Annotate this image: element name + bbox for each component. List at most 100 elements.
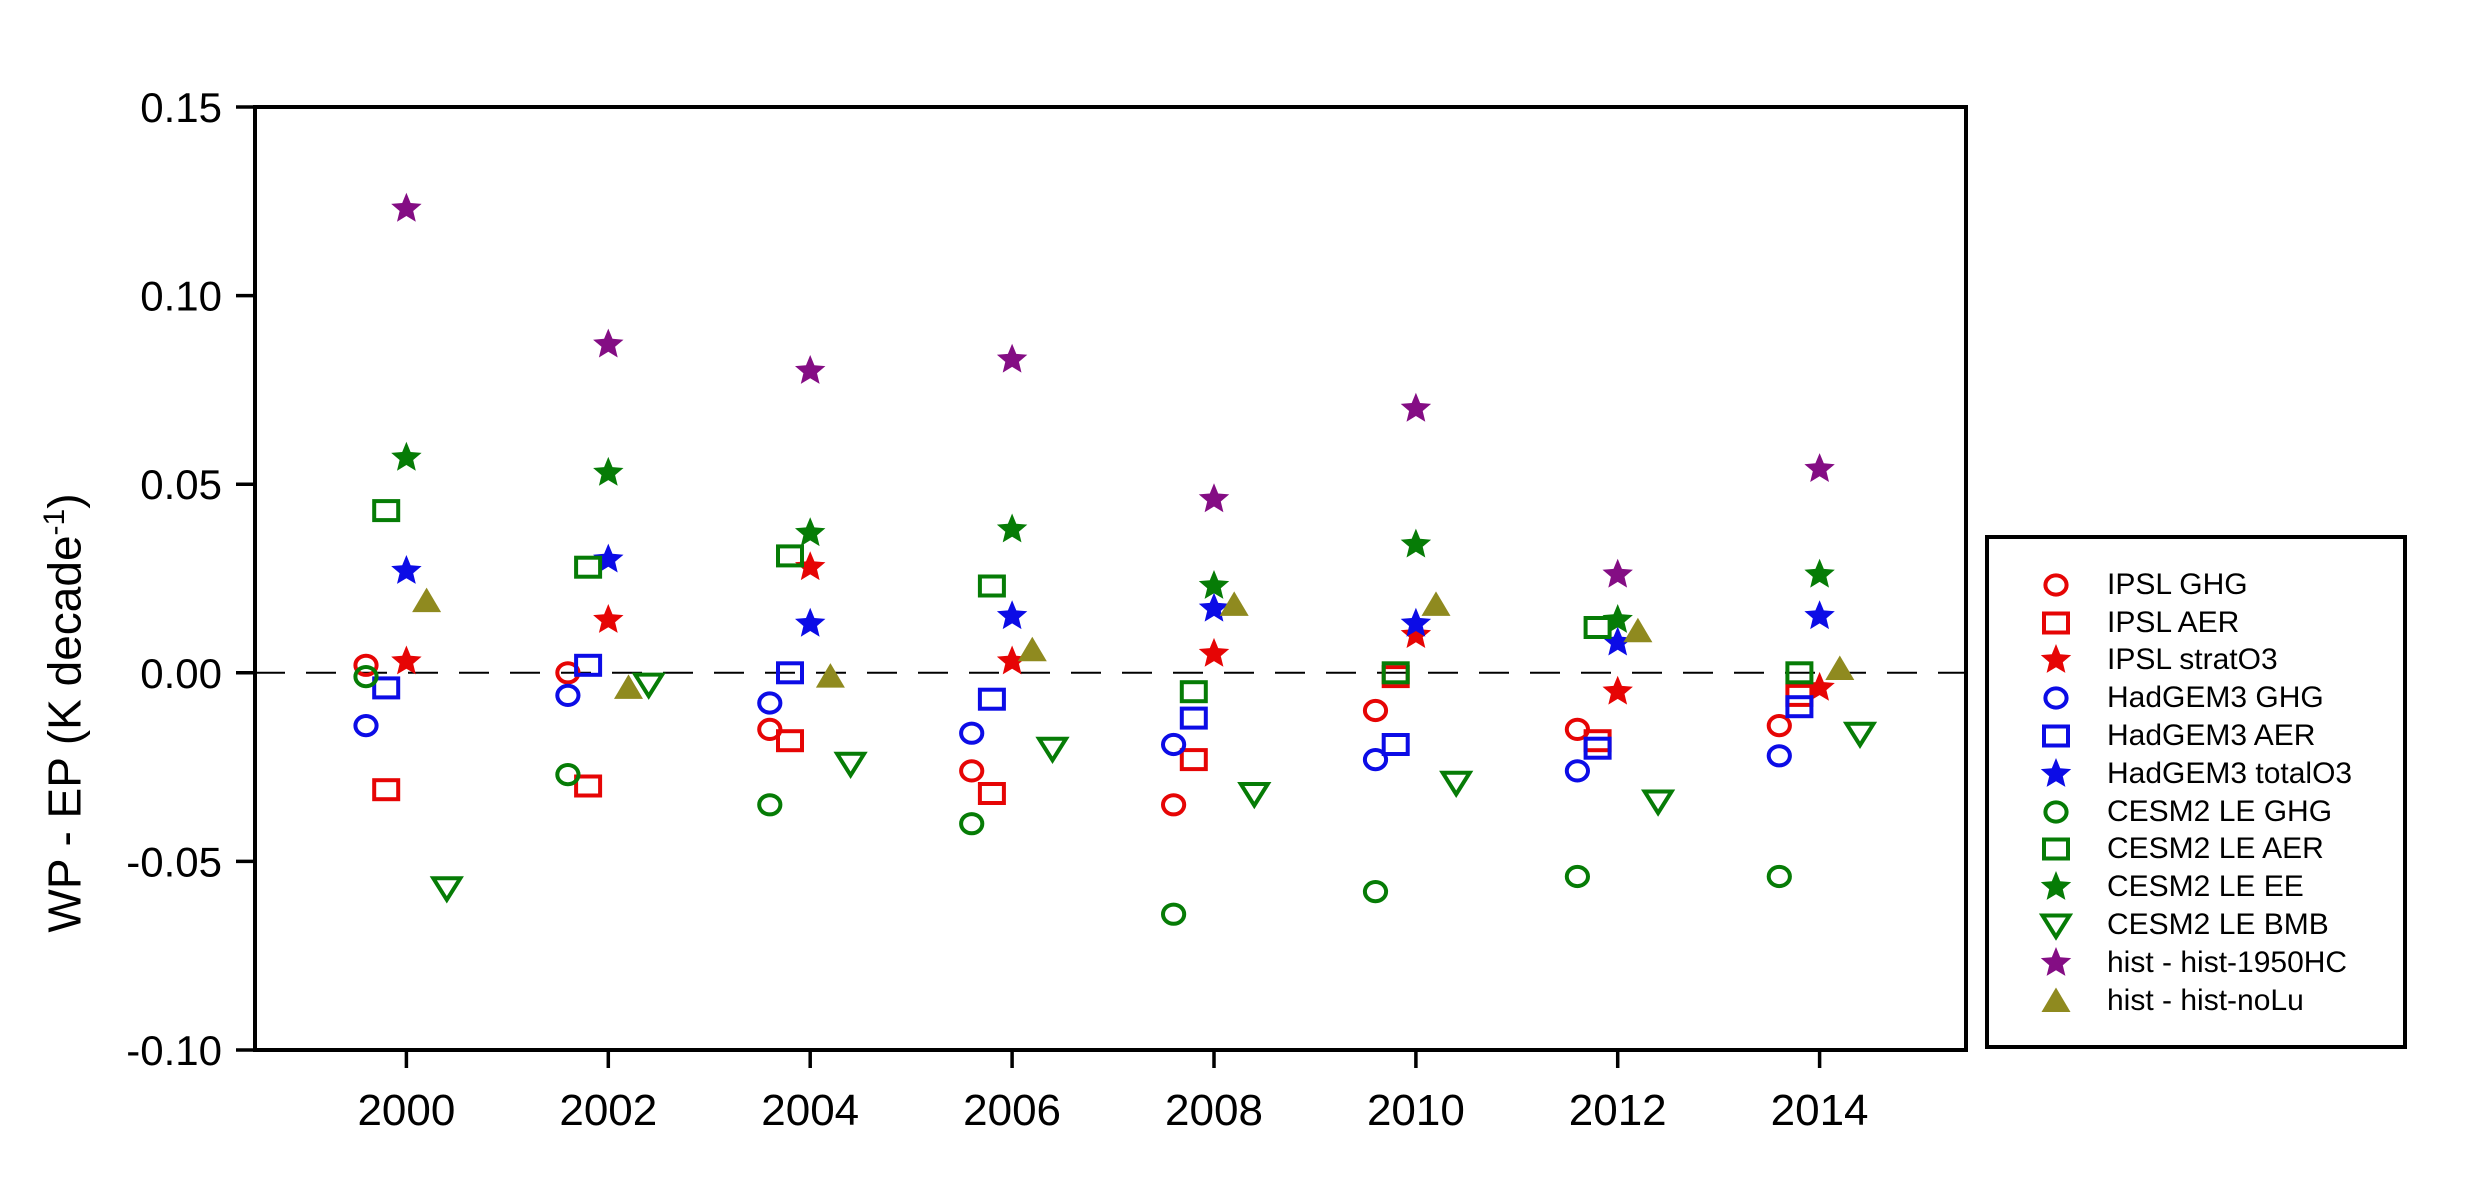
data-point <box>776 544 804 568</box>
data-point <box>1381 733 1410 756</box>
data-point <box>1198 570 1230 599</box>
data-point <box>614 674 643 699</box>
data-point <box>1602 604 1633 633</box>
y-axis-title-close: ) <box>38 493 91 509</box>
data-point <box>1400 392 1432 422</box>
legend-item-label: HadGEM3 totalO3 <box>2107 756 2353 790</box>
star-filled-icon <box>2040 946 2072 976</box>
data-point <box>1564 864 1591 889</box>
legend-item-label: IPSL stratO3 <box>2107 643 2278 677</box>
data-point <box>2043 686 2069 710</box>
data-point <box>555 683 581 708</box>
x-axis-tick-label: 2014 <box>1771 1086 1869 1135</box>
data-point <box>1179 706 1208 730</box>
data-point <box>757 793 783 817</box>
legend-item: HadGEM3 GHG <box>2033 679 2403 717</box>
star-filled-icon <box>2040 757 2072 787</box>
data-point <box>2043 573 2069 597</box>
star-filled-icon <box>2040 644 2072 674</box>
data-point <box>1198 483 1230 513</box>
data-point <box>1161 732 1187 757</box>
circle-open-icon <box>2043 800 2069 824</box>
data-point <box>353 653 379 677</box>
legend-item-label: CESM2 LE EE <box>2107 870 2304 904</box>
data-point <box>391 555 422 584</box>
data-point <box>996 645 1028 675</box>
data-point <box>959 721 985 745</box>
data-point <box>1035 736 1070 764</box>
data-point <box>631 672 666 700</box>
y-axis-title-text: WP - EP (K decade <box>38 535 91 933</box>
data-point <box>1583 736 1612 760</box>
data-point <box>1017 636 1047 662</box>
data-point <box>1825 655 1855 680</box>
data-point <box>1766 864 1792 889</box>
data-point <box>2042 837 2070 861</box>
data-point <box>1179 680 1208 704</box>
x-axis-tick-label: 2004 <box>761 1086 859 1135</box>
data-point <box>1400 607 1432 637</box>
data-point <box>833 751 868 780</box>
legend-item: hist - hist-noLu <box>2033 982 2403 1020</box>
data-point <box>555 763 581 787</box>
data-point <box>795 355 826 384</box>
legend-item: IPSL AER <box>2033 604 2403 642</box>
star-filled-icon <box>2040 871 2072 901</box>
data-point <box>1362 880 1389 904</box>
legend-item-label: IPSL AER <box>2107 605 2240 639</box>
data-point <box>1198 637 1230 667</box>
data-point <box>372 499 401 523</box>
data-point <box>996 513 1028 543</box>
data-point <box>1362 748 1389 772</box>
data-point <box>353 665 379 689</box>
data-point <box>2040 871 2072 901</box>
data-point <box>1219 591 1249 616</box>
legend-item-label: CESM2 LE BMB <box>2107 908 2329 942</box>
triangle-down-open-icon <box>2038 913 2074 941</box>
data-point <box>2038 913 2074 941</box>
data-point <box>1804 671 1835 701</box>
data-point <box>574 555 603 579</box>
data-point <box>2041 987 2071 1012</box>
data-point <box>1804 600 1835 630</box>
data-point <box>391 645 422 675</box>
data-point <box>412 587 442 613</box>
x-axis-tick-label: 2010 <box>1367 1086 1465 1135</box>
legend-item-label: CESM2 LE GHG <box>2107 794 2333 828</box>
data-point <box>1785 661 1814 685</box>
legend-item-label: hist - hist-1950HC <box>2107 945 2348 979</box>
legend-item: CESM2 LE BMB <box>2033 906 2403 944</box>
legend-item: hist - hist-1950HC <box>2033 944 2403 982</box>
y-axis-tick-label: 0.15 <box>140 84 222 131</box>
x-axis-tick-label: 2008 <box>1165 1086 1263 1135</box>
data-point <box>2040 757 2072 787</box>
data-point <box>1179 748 1208 772</box>
data-point <box>391 192 422 222</box>
legend-item-label: IPSL GHG <box>2107 567 2248 601</box>
data-point <box>2040 644 2072 674</box>
data-point <box>1198 592 1230 622</box>
data-point <box>1602 558 1633 588</box>
legend-item-label: HadGEM3 AER <box>2107 719 2316 753</box>
data-point <box>1400 619 1432 648</box>
data-point <box>1602 675 1633 705</box>
plot-border <box>253 105 1968 1052</box>
legend-item: IPSL stratO3 <box>2033 642 2403 680</box>
square-open-icon <box>2042 837 2070 861</box>
legend: IPSL GHG IPSL AER IPSL stratO3 HadGEM3 GHG H… <box>1985 535 2407 1049</box>
circle-open-icon <box>2043 686 2069 710</box>
data-point <box>2040 946 2072 976</box>
data-point <box>1400 528 1432 558</box>
data-point <box>776 729 804 753</box>
data-point <box>1237 782 1272 810</box>
data-point <box>1623 617 1653 643</box>
data-point <box>1766 714 1792 738</box>
x-axis-tick-label: 2012 <box>1569 1086 1667 1135</box>
data-point <box>1804 558 1835 588</box>
data-point <box>1804 453 1835 482</box>
legend-item: HadGEM3 AER <box>2033 717 2403 755</box>
y-axis-tick-label: -0.10 <box>126 1027 222 1074</box>
data-point <box>2042 724 2070 748</box>
legend-item-label: CESM2 LE AER <box>2107 832 2324 866</box>
